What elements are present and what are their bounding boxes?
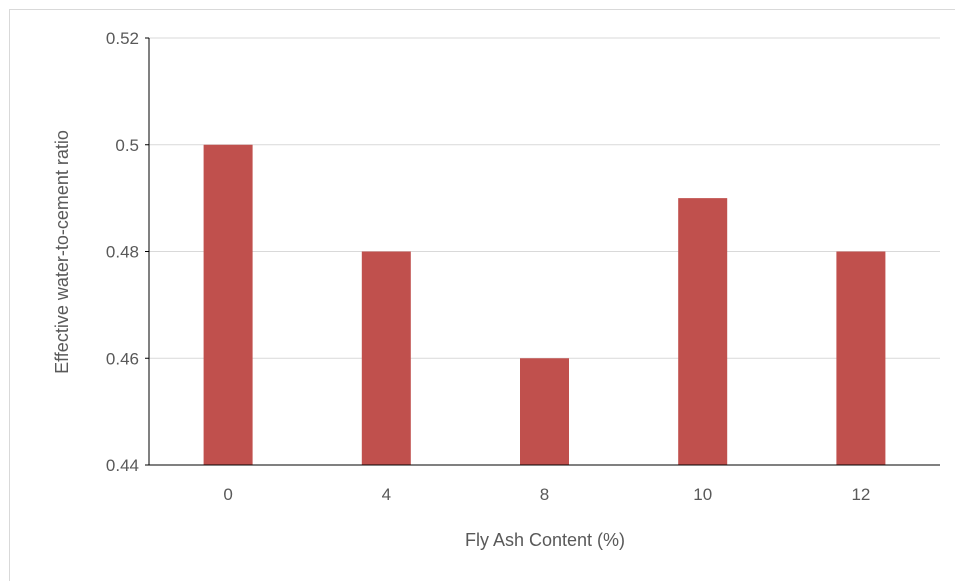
x-tick-label: 8 xyxy=(540,485,549,504)
x-axis-title: Fly Ash Content (%) xyxy=(465,530,625,550)
bar xyxy=(361,251,411,465)
bars xyxy=(203,144,886,465)
y-axis-title: Effective water-to-cement ratio xyxy=(52,130,72,374)
x-tick-label: 10 xyxy=(693,485,712,504)
y-tick-label: 0.44 xyxy=(106,456,139,475)
x-tick-label: 0 xyxy=(223,485,232,504)
gridlines xyxy=(149,37,940,359)
bar xyxy=(678,198,728,465)
x-tick-label: 4 xyxy=(382,485,391,504)
x-tick-label: 12 xyxy=(851,485,870,504)
chart-frame xyxy=(9,9,955,581)
bar xyxy=(203,144,253,465)
y-tick-label: 0.46 xyxy=(106,349,139,368)
y-tick-labels: 0.44 0.46 0.48 0.5 0.52 xyxy=(106,29,139,475)
y-tick-label: 0.48 xyxy=(106,243,139,262)
x-tick-labels: 0 4 8 10 12 xyxy=(223,485,870,504)
y-tick-label: 0.5 xyxy=(115,136,139,155)
axes xyxy=(145,37,940,466)
bar xyxy=(520,358,569,465)
y-tick-label: 0.52 xyxy=(106,29,139,48)
bar xyxy=(836,251,886,465)
